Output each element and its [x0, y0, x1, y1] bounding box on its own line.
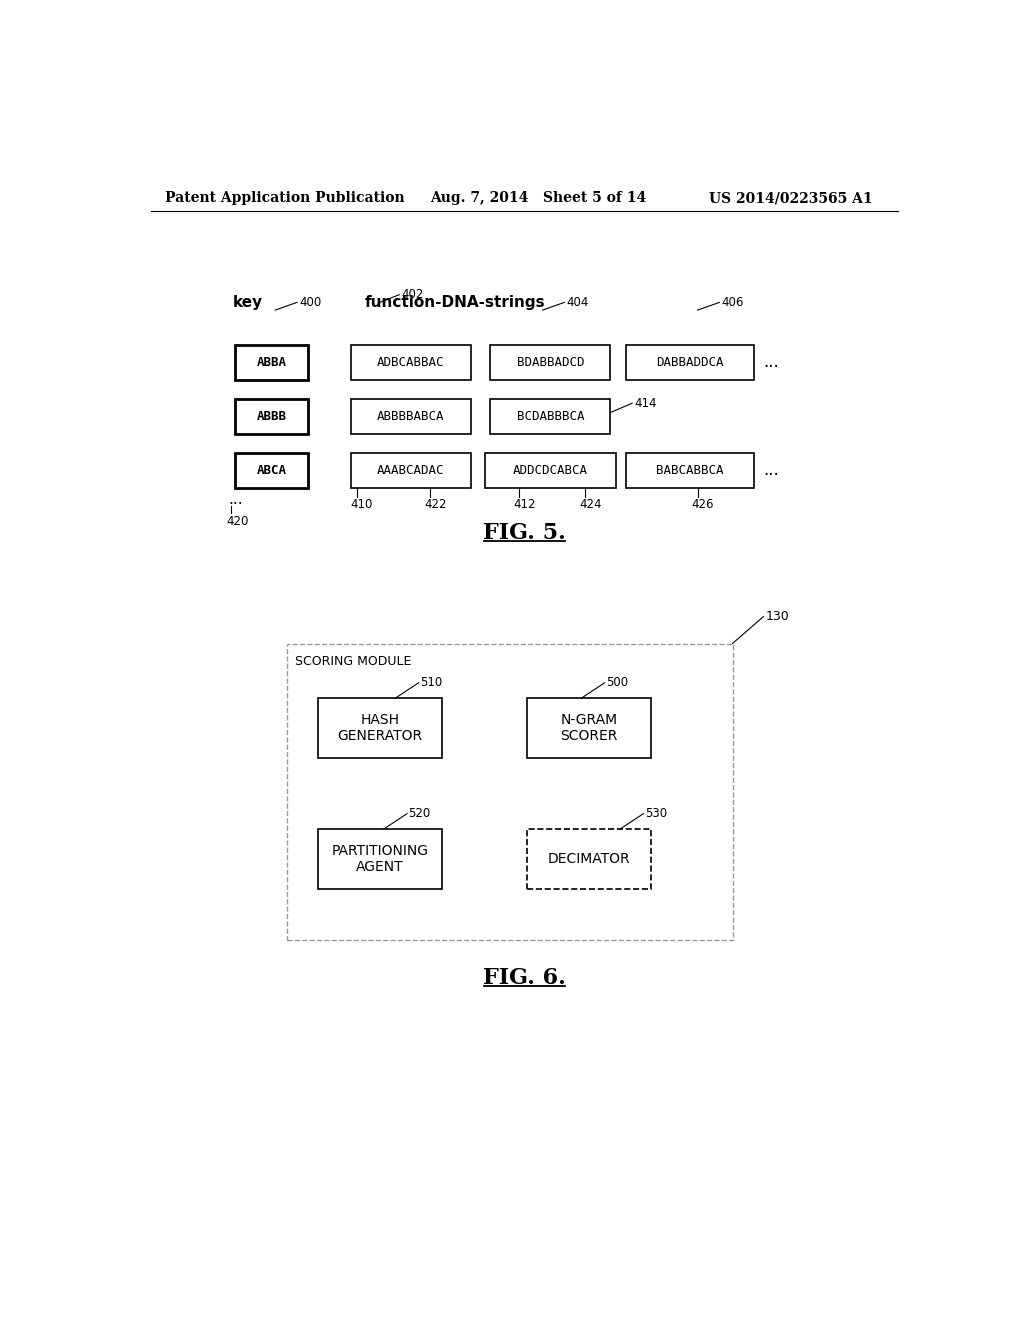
Text: HASH
GENERATOR: HASH GENERATOR [337, 713, 423, 743]
Text: ...: ... [763, 461, 779, 479]
Bar [351, 453, 471, 487]
Text: ABBA: ABBA [256, 356, 287, 370]
Text: ADDCDCABCA: ADDCDCABCA [513, 463, 588, 477]
Bar [490, 399, 610, 434]
Text: 130: 130 [766, 610, 790, 623]
Text: ABBBBABCA: ABBBBABCA [377, 409, 444, 422]
Text: 404: 404 [566, 296, 589, 309]
Text: BABCABBCA: BABCABBCA [656, 463, 724, 477]
Text: FIG. 5.: FIG. 5. [483, 523, 566, 544]
Text: DECIMATOR: DECIMATOR [548, 853, 631, 866]
Text: AAABCADAC: AAABCADAC [377, 463, 444, 477]
Bar [626, 345, 754, 380]
Bar [484, 453, 616, 487]
Text: 410: 410 [351, 499, 373, 511]
Text: Aug. 7, 2014   Sheet 5 of 14: Aug. 7, 2014 Sheet 5 of 14 [430, 191, 646, 206]
Bar [626, 453, 754, 487]
Text: FIG. 6.: FIG. 6. [483, 968, 566, 990]
Text: N-GRAM
SCORER: N-GRAM SCORER [560, 713, 617, 743]
Text: 402: 402 [401, 288, 424, 301]
Text: ...: ... [763, 354, 779, 371]
Text: 400: 400 [299, 296, 322, 309]
Text: ADBCABBAC: ADBCABBAC [377, 356, 444, 370]
Bar [287, 644, 732, 940]
Text: ABBB: ABBB [256, 409, 287, 422]
Text: ABCA: ABCA [256, 463, 287, 477]
Text: 406: 406 [722, 296, 744, 309]
Text: PARTITIONING
AGENT: PARTITIONING AGENT [332, 843, 428, 874]
Bar [351, 345, 471, 380]
Text: SCORING MODULE: SCORING MODULE [295, 655, 411, 668]
Bar [317, 698, 442, 758]
Text: BDABBADCD: BDABBADCD [517, 356, 584, 370]
Text: 422: 422 [424, 499, 446, 511]
Bar [351, 399, 471, 434]
Text: 412: 412 [513, 499, 536, 511]
Text: US 2014/0223565 A1: US 2014/0223565 A1 [710, 191, 872, 206]
Text: 520: 520 [409, 807, 431, 820]
Text: ...: ... [228, 492, 243, 507]
Text: 510: 510 [420, 676, 442, 689]
Bar [234, 399, 308, 434]
Text: function-DNA-strings: function-DNA-strings [365, 294, 545, 310]
Bar [317, 829, 442, 890]
Text: 420: 420 [226, 515, 249, 528]
Text: 424: 424 [579, 499, 601, 511]
Bar [527, 698, 651, 758]
Text: Patent Application Publication: Patent Application Publication [165, 191, 404, 206]
Text: 426: 426 [691, 499, 714, 511]
Text: 500: 500 [606, 676, 629, 689]
Text: DABBADDCA: DABBADDCA [656, 356, 724, 370]
Bar [234, 453, 308, 487]
Text: key: key [232, 294, 263, 310]
Text: 530: 530 [645, 807, 667, 820]
Bar [234, 345, 308, 380]
Text: BCDABBBCA: BCDABBBCA [517, 409, 584, 422]
Text: 414: 414 [635, 397, 657, 409]
Bar [490, 345, 610, 380]
Bar [527, 829, 651, 890]
